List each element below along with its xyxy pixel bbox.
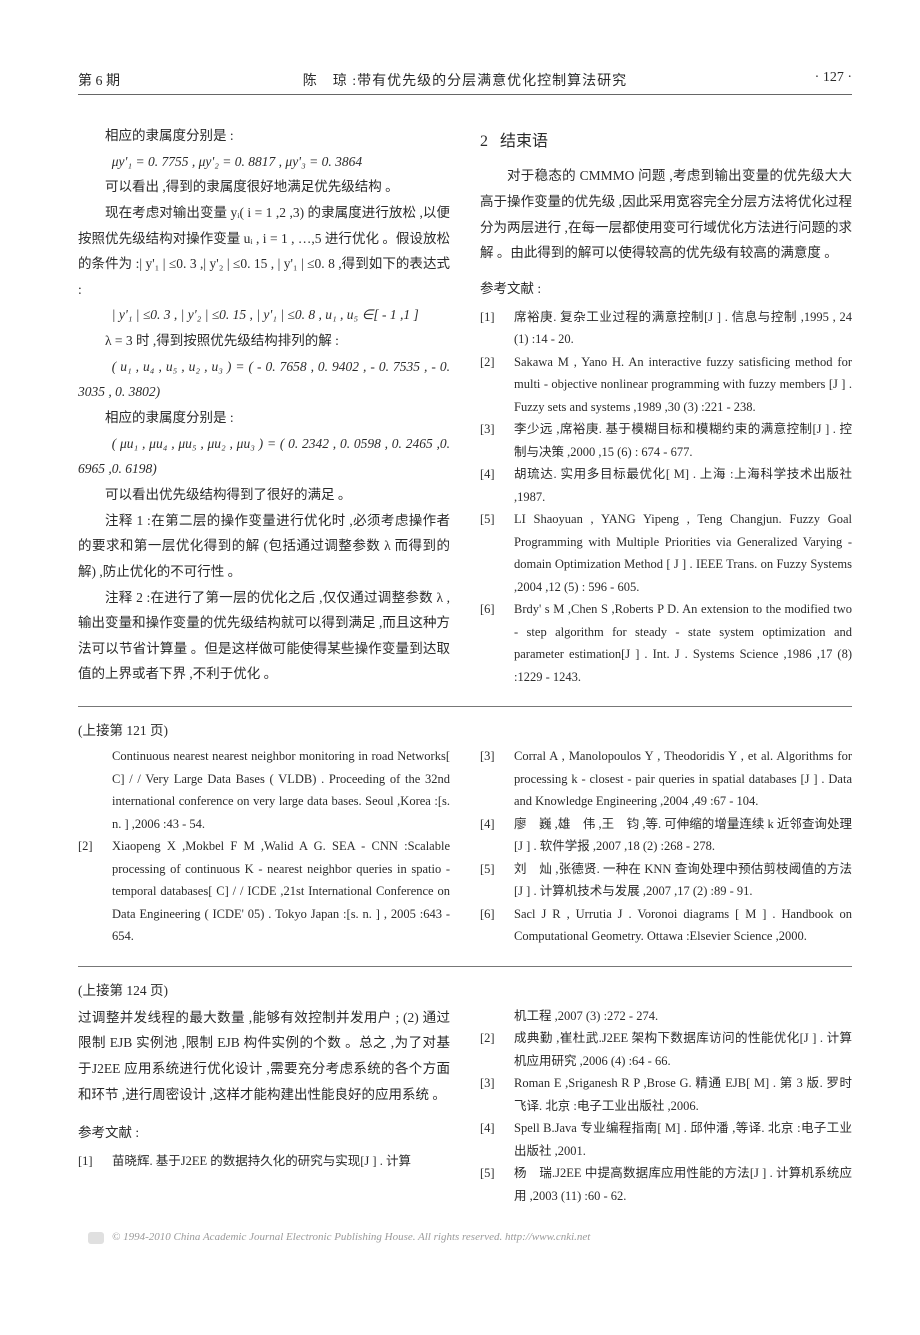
ref-number: [5] [480,858,514,903]
running-header: 第 6 期 陈 琼 :带有优先级的分层满意优化控制算法研究 · 127 · [78,70,852,95]
left-column: 相应的隶属度分别是 : μy'₁ = 0. 7755 , μy'₂ = 0. 8… [78,123,450,688]
continuation-note: (上接第 124 页) [78,979,852,999]
ref-number: [6] [480,903,514,948]
body-text: 可以看出 ,得到的隶属度很好地满足优先级结构 。 [78,174,450,200]
main-columns: 相应的隶属度分别是 : μy'₁ = 0. 7755 , μy'₂ = 0. 8… [78,123,852,688]
reference-item: [2] 成典勤 ,崔杜武.J2EE 架构下数据库访问的性能优化[J ] . 计算… [480,1027,852,1072]
reference-item: 机工程 ,2007 (3) :272 - 274. [480,1005,852,1028]
page: 第 6 期 陈 琼 :带有优先级的分层满意优化控制算法研究 · 127 · 相应… [0,0,920,1284]
ref-number: [3] [480,1072,514,1117]
reference-item: [1] 苗晓辉. 基于J2EE 的数据持久化的研究与实现[J ] . 计算 [78,1150,450,1173]
reference-item: [3] 李少远 ,席裕庚. 基于模糊目标和模糊约束的满意控制[J ] . 控制与… [480,418,852,463]
section-title: 结束语 [500,133,548,150]
ref-text: 刘 灿 ,张德贤. 一种在 KNN 查询处理中预估剪枝阈值的方法[J ] . 计… [514,858,852,903]
ref-text: 胡琉达. 实用多目标最优化[ M] . 上海 :上海科学技术出版社 ,1987. [514,463,852,508]
body-text: 可以看出优先级结构得到了很好的满足 。 [78,482,450,508]
reference-item: [1] 席裕庚. 复杂工业过程的满意控制[J ] . 信息与控制 ,1995 ,… [480,306,852,351]
math-expr: μy'₁ = 0. 7755 , μy'₂ = 0. 8817 , μy'₃ =… [78,149,450,175]
cont-left-column: Continuous nearest nearest neighbor moni… [78,745,450,948]
body-text: 相应的隶属度分别是 : [78,405,450,431]
ref-number: [2] [480,1027,514,1072]
body-text: 过调整并发线程的最大数量 ,能够有效控制并发用户 ; (2) 通过限制 EJB … [78,1005,450,1108]
math-expr: | y'₁ | ≤0. 3 , | y'₂ | ≤0. 15 , | y'₁ |… [78,302,450,328]
ref-text: Corral A , Manolopoulos Y , Theodoridis … [514,745,852,813]
section-number: 2 [480,133,488,150]
right-column: 2 结束语 对于稳态的 CMMMO 问题 ,考虑到输出变量的优先级大大高于操作变量… [480,123,852,688]
reference-item: [3] Roman E ,Sriganesh R P ,Brose G. 精通 … [480,1072,852,1117]
references-heading: 参考文献 : [480,276,852,302]
reference-item: [4] Spell B.Java 专业编程指南[ M] . 邱仲潘 ,等译. 北… [480,1117,852,1162]
math-expr: ( μu₁ , μu₄ , μu₅ , μu₂ , μu₃ ) = ( 0. 2… [78,431,450,482]
ref-text: Sakawa M , Yano H. An interactive fuzzy … [514,351,852,419]
reference-item: [4] 廖 巍 ,雄 伟 ,王 钧 ,等. 可伸缩的增量连续 k 近邻查询处理[… [480,813,852,858]
ref-number: [3] [480,418,514,463]
ref-number: [4] [480,1117,514,1162]
body-text: 现在考虑对输出变量 yᵢ( i = 1 ,2 ,3) 的隶属度进行放松 ,以便按… [78,200,450,303]
body-text: 注释 2 :在进行了第一层的优化之后 ,仅仅通过调整参数 λ ,输出变量和操作变… [78,585,450,688]
reference-item: [3] Corral A , Manolopoulos Y , Theodori… [480,745,852,813]
reference-item: [6] Brdy' s M ,Chen S ,Roberts P D. An e… [480,598,852,688]
cont-left-column: 过调整并发线程的最大数量 ,能够有效控制并发用户 ; (2) 通过限制 EJB … [78,1005,450,1208]
ref-text: Xiaopeng X ,Mokbel F M ,Walid A G. SEA -… [112,835,450,948]
reference-item: [4] 胡琉达. 实用多目标最优化[ M] . 上海 :上海科学技术出版社 ,1… [480,463,852,508]
cont-right-column: [3] Corral A , Manolopoulos Y , Theodori… [480,745,852,948]
ref-text: Roman E ,Sriganesh R P ,Brose G. 精通 EJB[… [514,1072,852,1117]
ref-text: 成典勤 ,崔杜武.J2EE 架构下数据库访问的性能优化[J ] . 计算机应用研… [514,1027,852,1072]
continuation-note: (上接第 121 页) [78,719,852,739]
reference-item: [6] Sacl J R , Urrutia J . Voronoi diagr… [480,903,852,948]
ref-number: [4] [480,463,514,508]
ref-number: [2] [78,835,112,948]
page-number: · 127 · [752,70,852,90]
ref-number: [5] [480,508,514,598]
ref-text: 廖 巍 ,雄 伟 ,王 钧 ,等. 可伸缩的增量连续 k 近邻查询处理[J ] … [514,813,852,858]
ref-number [78,745,112,835]
section-heading: 2 结束语 [480,127,852,157]
ref-number [480,1005,514,1028]
ref-number: [4] [480,813,514,858]
continuation-columns: Continuous nearest nearest neighbor moni… [78,745,852,948]
ref-number: [1] [480,306,514,351]
ref-text: 李少远 ,席裕庚. 基于模糊目标和模糊约束的满意控制[J ] . 控制与决策 ,… [514,418,852,463]
ref-text: 席裕庚. 复杂工业过程的满意控制[J ] . 信息与控制 ,1995 , 24 … [514,306,852,351]
ref-number: [1] [78,1150,112,1173]
cont-right-column: 机工程 ,2007 (3) :272 - 274. [2] 成典勤 ,崔杜武.J… [480,1005,852,1208]
reference-item: Continuous nearest nearest neighbor moni… [78,745,450,835]
ref-text: 苗晓辉. 基于J2EE 的数据持久化的研究与实现[J ] . 计算 [112,1150,450,1173]
ref-text: LI Shaoyuan , YANG Yipeng , Teng Changju… [514,508,852,598]
body-text: 相应的隶属度分别是 : [78,123,450,149]
ref-text: 机工程 ,2007 (3) :272 - 274. [514,1005,852,1028]
ref-text: Brdy' s M ,Chen S ,Roberts P D. An exten… [514,598,852,688]
reference-item: [2] Sakawa M , Yano H. An interactive fu… [480,351,852,419]
section-divider [78,706,852,707]
references-heading: 参考文献 : [78,1121,450,1146]
ref-number: [3] [480,745,514,813]
body-text: 对于稳态的 CMMMO 问题 ,考虑到输出变量的优先级大大高于操作变量的优先级 … [480,163,852,266]
ref-number: [2] [480,351,514,419]
body-text: 注释 1 :在第二层的操作变量进行优化时 ,必须考虑操作者的要求和第一层优化得到… [78,508,450,585]
ref-text: Spell B.Java 专业编程指南[ M] . 邱仲潘 ,等译. 北京 :电… [514,1117,852,1162]
issue-number: 第 6 期 [78,70,178,90]
running-title: 陈 琼 :带有优先级的分层满意优化控制算法研究 [178,70,752,90]
copyright-footer: © 1994-2010 China Academic Journal Elect… [78,1231,852,1243]
publisher-icon [88,1232,104,1244]
reference-item: [2] Xiaopeng X ,Mokbel F M ,Walid A G. S… [78,835,450,948]
ref-number: [5] [480,1162,514,1207]
ref-number: [6] [480,598,514,688]
section-divider [78,966,852,967]
body-text: λ = 3 时 ,得到按照优先级结构排列的解 : [78,328,450,354]
ref-text: Sacl J R , Urrutia J . Voronoi diagrams … [514,903,852,948]
continuation-columns: 过调整并发线程的最大数量 ,能够有效控制并发用户 ; (2) 通过限制 EJB … [78,1005,852,1208]
math-expr: ( u₁ , u₄ , u₅ , u₂ , u₃ ) = ( - 0. 7658… [78,354,450,405]
footer-text: © 1994-2010 China Academic Journal Elect… [112,1231,590,1243]
ref-text: 杨 瑞.J2EE 中提高数据库应用性能的方法[J ] . 计算机系统应用 ,20… [514,1162,852,1207]
reference-item: [5] 杨 瑞.J2EE 中提高数据库应用性能的方法[J ] . 计算机系统应用… [480,1162,852,1207]
reference-item: [5] 刘 灿 ,张德贤. 一种在 KNN 查询处理中预估剪枝阈值的方法[J ]… [480,858,852,903]
reference-item: [5] LI Shaoyuan , YANG Yipeng , Teng Cha… [480,508,852,598]
ref-text: Continuous nearest nearest neighbor moni… [112,745,450,835]
